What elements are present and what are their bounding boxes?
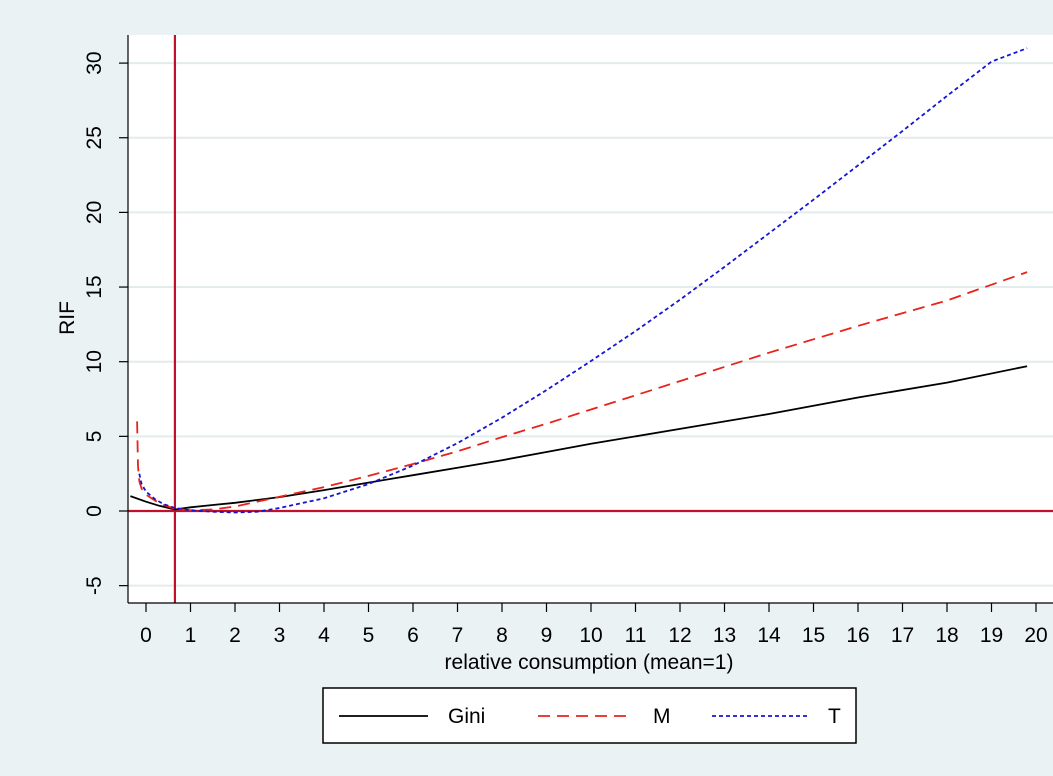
x-tick-label: 2 [229, 624, 241, 647]
series-line-gini [130, 365, 1028, 511]
x-tick-label: 18 [935, 624, 958, 647]
y-tick-label: 30 [83, 51, 106, 74]
x-tick-label: 16 [846, 624, 869, 647]
x-tick-label: 0 [140, 624, 152, 647]
x-tick-label: 19 [980, 624, 1003, 647]
x-tick-label: 8 [496, 624, 508, 647]
y-tick-label: 10 [83, 350, 106, 373]
legend-label-gini: Gini [448, 705, 485, 728]
plot-region [128, 35, 1053, 603]
y-tick-label: 25 [83, 126, 106, 149]
x-axis-label: relative consumption (mean=1) [445, 651, 734, 674]
x-tick-label: 11 [625, 624, 647, 647]
x-tick-label: 6 [407, 624, 419, 647]
y-axis-label: RIF [56, 301, 79, 335]
y-tick-label: 5 [83, 431, 106, 443]
y-tick-label: 15 [83, 275, 106, 298]
x-tick-label: 4 [318, 624, 330, 647]
x-tick-label: 15 [802, 624, 825, 647]
x-tick-label: 3 [274, 624, 286, 647]
x-tick-label: 20 [1024, 624, 1047, 647]
legend-label-t: T [828, 705, 841, 728]
legend-label-m: M [653, 705, 671, 728]
x-tick-label: 14 [757, 624, 781, 647]
x-tick-label: 12 [668, 624, 691, 647]
x-tick-label: 9 [541, 624, 553, 647]
y-tick-label: -5 [83, 576, 106, 595]
x-tick-label: 10 [579, 624, 602, 647]
legend: Gini M T [322, 687, 857, 744]
series-line-t [138, 47, 1028, 514]
x-tick-label: 13 [713, 624, 736, 647]
y-tick-label: 20 [83, 201, 106, 224]
x-tick-label: 7 [452, 624, 464, 647]
x-tick-label: 5 [363, 624, 375, 647]
x-tick-label: 1 [185, 624, 197, 647]
x-tick-label: 17 [891, 624, 914, 647]
series-line-m [136, 271, 1028, 512]
y-tick-label: 0 [83, 505, 106, 517]
